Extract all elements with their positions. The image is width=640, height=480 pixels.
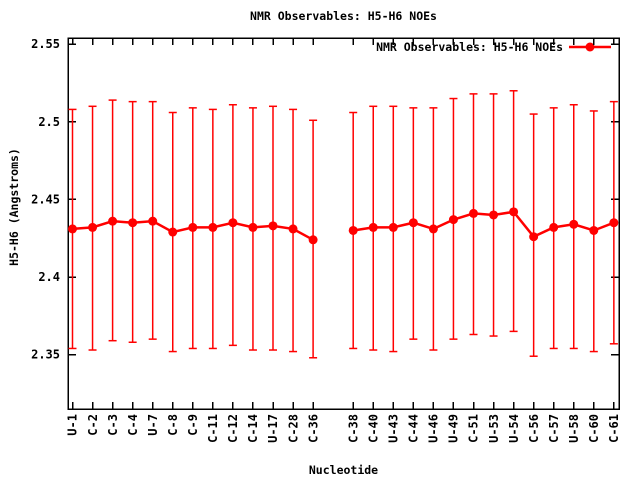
data-point — [168, 227, 178, 237]
legend-label: NMR Observables: H5-H6 NOEs — [376, 40, 563, 54]
data-point — [549, 222, 559, 232]
y-tick-label: 2.45 — [31, 192, 60, 206]
x-tick-label: C-51 — [467, 414, 481, 443]
x-tick-label: C-28 — [286, 414, 300, 443]
data-point — [288, 224, 298, 234]
data-point — [108, 216, 118, 226]
x-tick-label: U-54 — [507, 414, 521, 443]
data-point — [509, 207, 519, 217]
data-point — [348, 225, 358, 235]
x-tick-label: C-4 — [126, 414, 140, 436]
data-point — [128, 218, 138, 228]
x-tick-label: U-43 — [387, 414, 401, 443]
data-point — [609, 218, 619, 228]
plot-frame — [67, 37, 620, 410]
data-point — [88, 222, 98, 232]
data-point — [208, 222, 218, 232]
x-tick-label: U-17 — [266, 414, 280, 443]
x-tick-label: U-58 — [567, 414, 581, 443]
data-point — [148, 216, 158, 226]
x-tick-label: C-60 — [587, 414, 601, 443]
legend-series-marker-icon — [569, 42, 611, 52]
y-tick-label: 2.5 — [38, 115, 60, 129]
x-tick-label: C-44 — [407, 414, 421, 443]
data-point — [489, 210, 499, 220]
x-tick-label: U-46 — [427, 414, 441, 443]
data-point — [368, 222, 378, 232]
y-tick-label: 2.4 — [38, 270, 60, 284]
x-tick-label: C-11 — [206, 414, 220, 443]
legend: NMR Observables: H5-H6 NOEs — [376, 40, 613, 54]
x-tick-label: C-9 — [186, 414, 200, 436]
data-point — [448, 215, 458, 225]
data-point — [308, 235, 318, 245]
x-tick-label: C-12 — [226, 414, 240, 443]
data-point — [408, 218, 418, 228]
x-tick-label: U-7 — [146, 414, 160, 436]
data-point — [248, 222, 258, 232]
x-tick-label: C-8 — [166, 414, 180, 436]
x-tick-label: C-3 — [106, 414, 120, 436]
x-tick-label: U-53 — [487, 414, 501, 443]
chart-title: NMR Observables: H5-H6 NOEs — [250, 9, 437, 23]
data-point — [529, 232, 539, 242]
data-point — [469, 208, 478, 218]
y-tick-label: 2.55 — [31, 37, 60, 51]
data-point — [68, 224, 77, 234]
data-point — [188, 222, 198, 232]
data-point — [569, 219, 579, 229]
data-point — [228, 218, 238, 228]
x-tick-label: U-1 — [66, 414, 80, 436]
x-tick-label: C-57 — [547, 414, 561, 443]
x-tick-label: C-38 — [346, 414, 360, 443]
x-tick-label: C-40 — [366, 414, 380, 443]
x-tick-label: C-56 — [527, 414, 541, 443]
x-tick-label: C-36 — [306, 414, 320, 443]
x-tick-label: U-49 — [447, 414, 461, 443]
x-axis-label: Nucleotide — [308, 463, 379, 477]
x-tick-label: C-14 — [246, 414, 260, 443]
data-point — [428, 224, 438, 234]
data-point — [589, 225, 599, 235]
y-tick-label: 2.35 — [31, 348, 60, 362]
data-point — [388, 222, 398, 232]
x-tick-label: C-61 — [607, 414, 621, 443]
data-point — [268, 221, 278, 231]
x-tick-label: C-2 — [86, 414, 100, 436]
